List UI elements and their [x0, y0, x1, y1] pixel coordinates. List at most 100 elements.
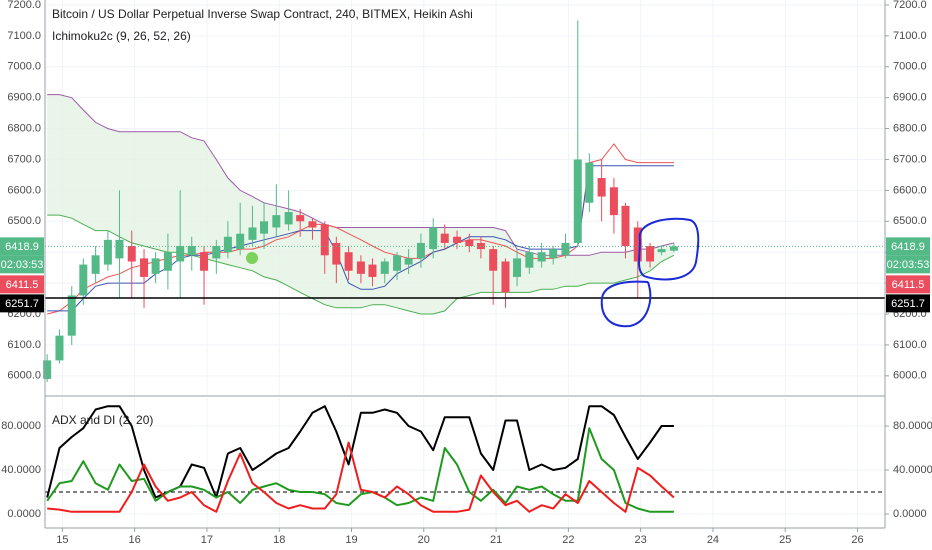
- countdown-box: [0, 255, 44, 274]
- candle-body: [453, 236, 462, 243]
- y-tick-label: 6800.0: [893, 122, 927, 134]
- candle-body: [55, 335, 64, 361]
- indicator-title: ADX and DI (2, 20): [52, 413, 153, 427]
- x-tick-label: 22: [562, 534, 574, 546]
- y-tick-label: 7100.0: [7, 30, 41, 42]
- y-tick-label: 6800.0: [7, 122, 41, 134]
- y-tick-label: 80.0000: [1, 420, 41, 432]
- candle-body: [248, 227, 257, 240]
- candle-body: [344, 252, 353, 271]
- candle-body: [43, 360, 52, 379]
- candle-body: [272, 215, 281, 228]
- candle-body: [187, 246, 196, 256]
- candle-body: [440, 233, 449, 243]
- candle-body: [91, 255, 100, 274]
- candle-body: [163, 252, 172, 271]
- x-tick-label: 17: [201, 534, 213, 546]
- price-label: 6418.9: [5, 241, 39, 253]
- candle-body: [127, 246, 136, 262]
- candle-body: [151, 258, 160, 274]
- candle-body: [573, 159, 582, 243]
- y-tick-label: 6700.0: [893, 153, 927, 165]
- candle-body: [597, 178, 606, 197]
- candle-body: [513, 258, 522, 277]
- candle-body: [284, 212, 293, 225]
- price-label-box: [886, 275, 930, 294]
- y-tick-label: 6100.0: [893, 339, 927, 351]
- candle-body: [236, 233, 245, 250]
- price-label-box: [0, 294, 44, 313]
- x-tick-label: 24: [707, 534, 719, 546]
- candle-body: [646, 246, 655, 262]
- price-label: 6411.5: [892, 279, 925, 291]
- candle-body: [585, 162, 594, 203]
- y-tick-label: 6000.0: [893, 370, 927, 382]
- price-label-box: [0, 275, 44, 294]
- candle-body: [296, 215, 305, 222]
- candle-body: [669, 246, 678, 251]
- candle-body: [356, 261, 365, 274]
- y-tick-label: 6900.0: [7, 92, 41, 104]
- countdown: 02:03:53: [887, 259, 930, 271]
- y-tick-label: 7200.0: [7, 0, 41, 11]
- y-tick-label: 0.0000: [7, 508, 41, 520]
- countdown-box: [886, 255, 930, 274]
- candle-body: [416, 242, 425, 259]
- y-tick-label: 6600.0: [893, 184, 927, 196]
- indicator-line: [46, 405, 674, 499]
- y-tick-label: 6500.0: [893, 215, 927, 227]
- candle-body: [465, 239, 474, 247]
- y-tick-label: 0.0000: [893, 508, 927, 520]
- x-tick-label: 16: [129, 534, 141, 546]
- candle-body: [380, 261, 389, 274]
- indicator-line: [47, 214, 675, 315]
- price-label: 6411.5: [6, 279, 39, 291]
- candle-body: [320, 224, 329, 256]
- candle-body: [176, 246, 185, 262]
- x-tick-label: 19: [345, 534, 357, 546]
- indicator-line: [47, 441, 675, 513]
- chart-title: Bitcoin / US Dollar Perpetual Inverse Sw…: [52, 7, 473, 21]
- candle-body: [103, 239, 112, 265]
- indicator-line: [47, 165, 674, 312]
- y-tick-label: 6600.0: [7, 184, 41, 196]
- x-tick-label: 18: [273, 534, 285, 546]
- price-label-box: [886, 294, 930, 313]
- y-tick-label: 7000.0: [893, 61, 927, 73]
- y-tick-label: 40.0000: [1, 464, 41, 476]
- indicator-title: Ichimoku2c (9, 26, 52, 26): [52, 29, 191, 43]
- data-layer: [43, 20, 885, 513]
- y-tick-label: 6700.0: [7, 153, 41, 165]
- candle-body: [621, 205, 630, 247]
- candle-body: [633, 227, 642, 262]
- candle-body: [657, 249, 666, 253]
- candle-body: [140, 258, 149, 277]
- candle-body: [429, 227, 438, 250]
- x-tick-label: 20: [418, 534, 430, 546]
- candle-body: [223, 236, 232, 253]
- candle-body: [525, 252, 534, 268]
- y-tick-label: 7200.0: [893, 0, 927, 11]
- x-tick-label: 25: [779, 534, 791, 546]
- y-tick-label: 6900.0: [893, 92, 927, 104]
- candle-body: [200, 252, 209, 271]
- price-label-box: [886, 237, 930, 256]
- candle-body: [393, 255, 402, 271]
- x-tick-label: 23: [635, 534, 647, 546]
- x-tick-label: 21: [490, 534, 502, 546]
- y-tick-label: 40.0000: [893, 464, 932, 476]
- candle-body: [67, 295, 76, 336]
- candle-body: [404, 258, 413, 265]
- candle-body: [79, 264, 88, 296]
- y-tick-label: 80.0000: [893, 420, 932, 432]
- y-tick-label: 6500.0: [7, 215, 41, 227]
- candle-body: [212, 246, 221, 259]
- countdown: 02:03:53: [1, 259, 44, 271]
- x-tick-label: 26: [851, 534, 863, 546]
- annotation-loop: [638, 217, 700, 281]
- candle-body: [260, 221, 269, 234]
- price-label: 6251.7: [891, 298, 925, 310]
- x-tick-label: 15: [56, 534, 68, 546]
